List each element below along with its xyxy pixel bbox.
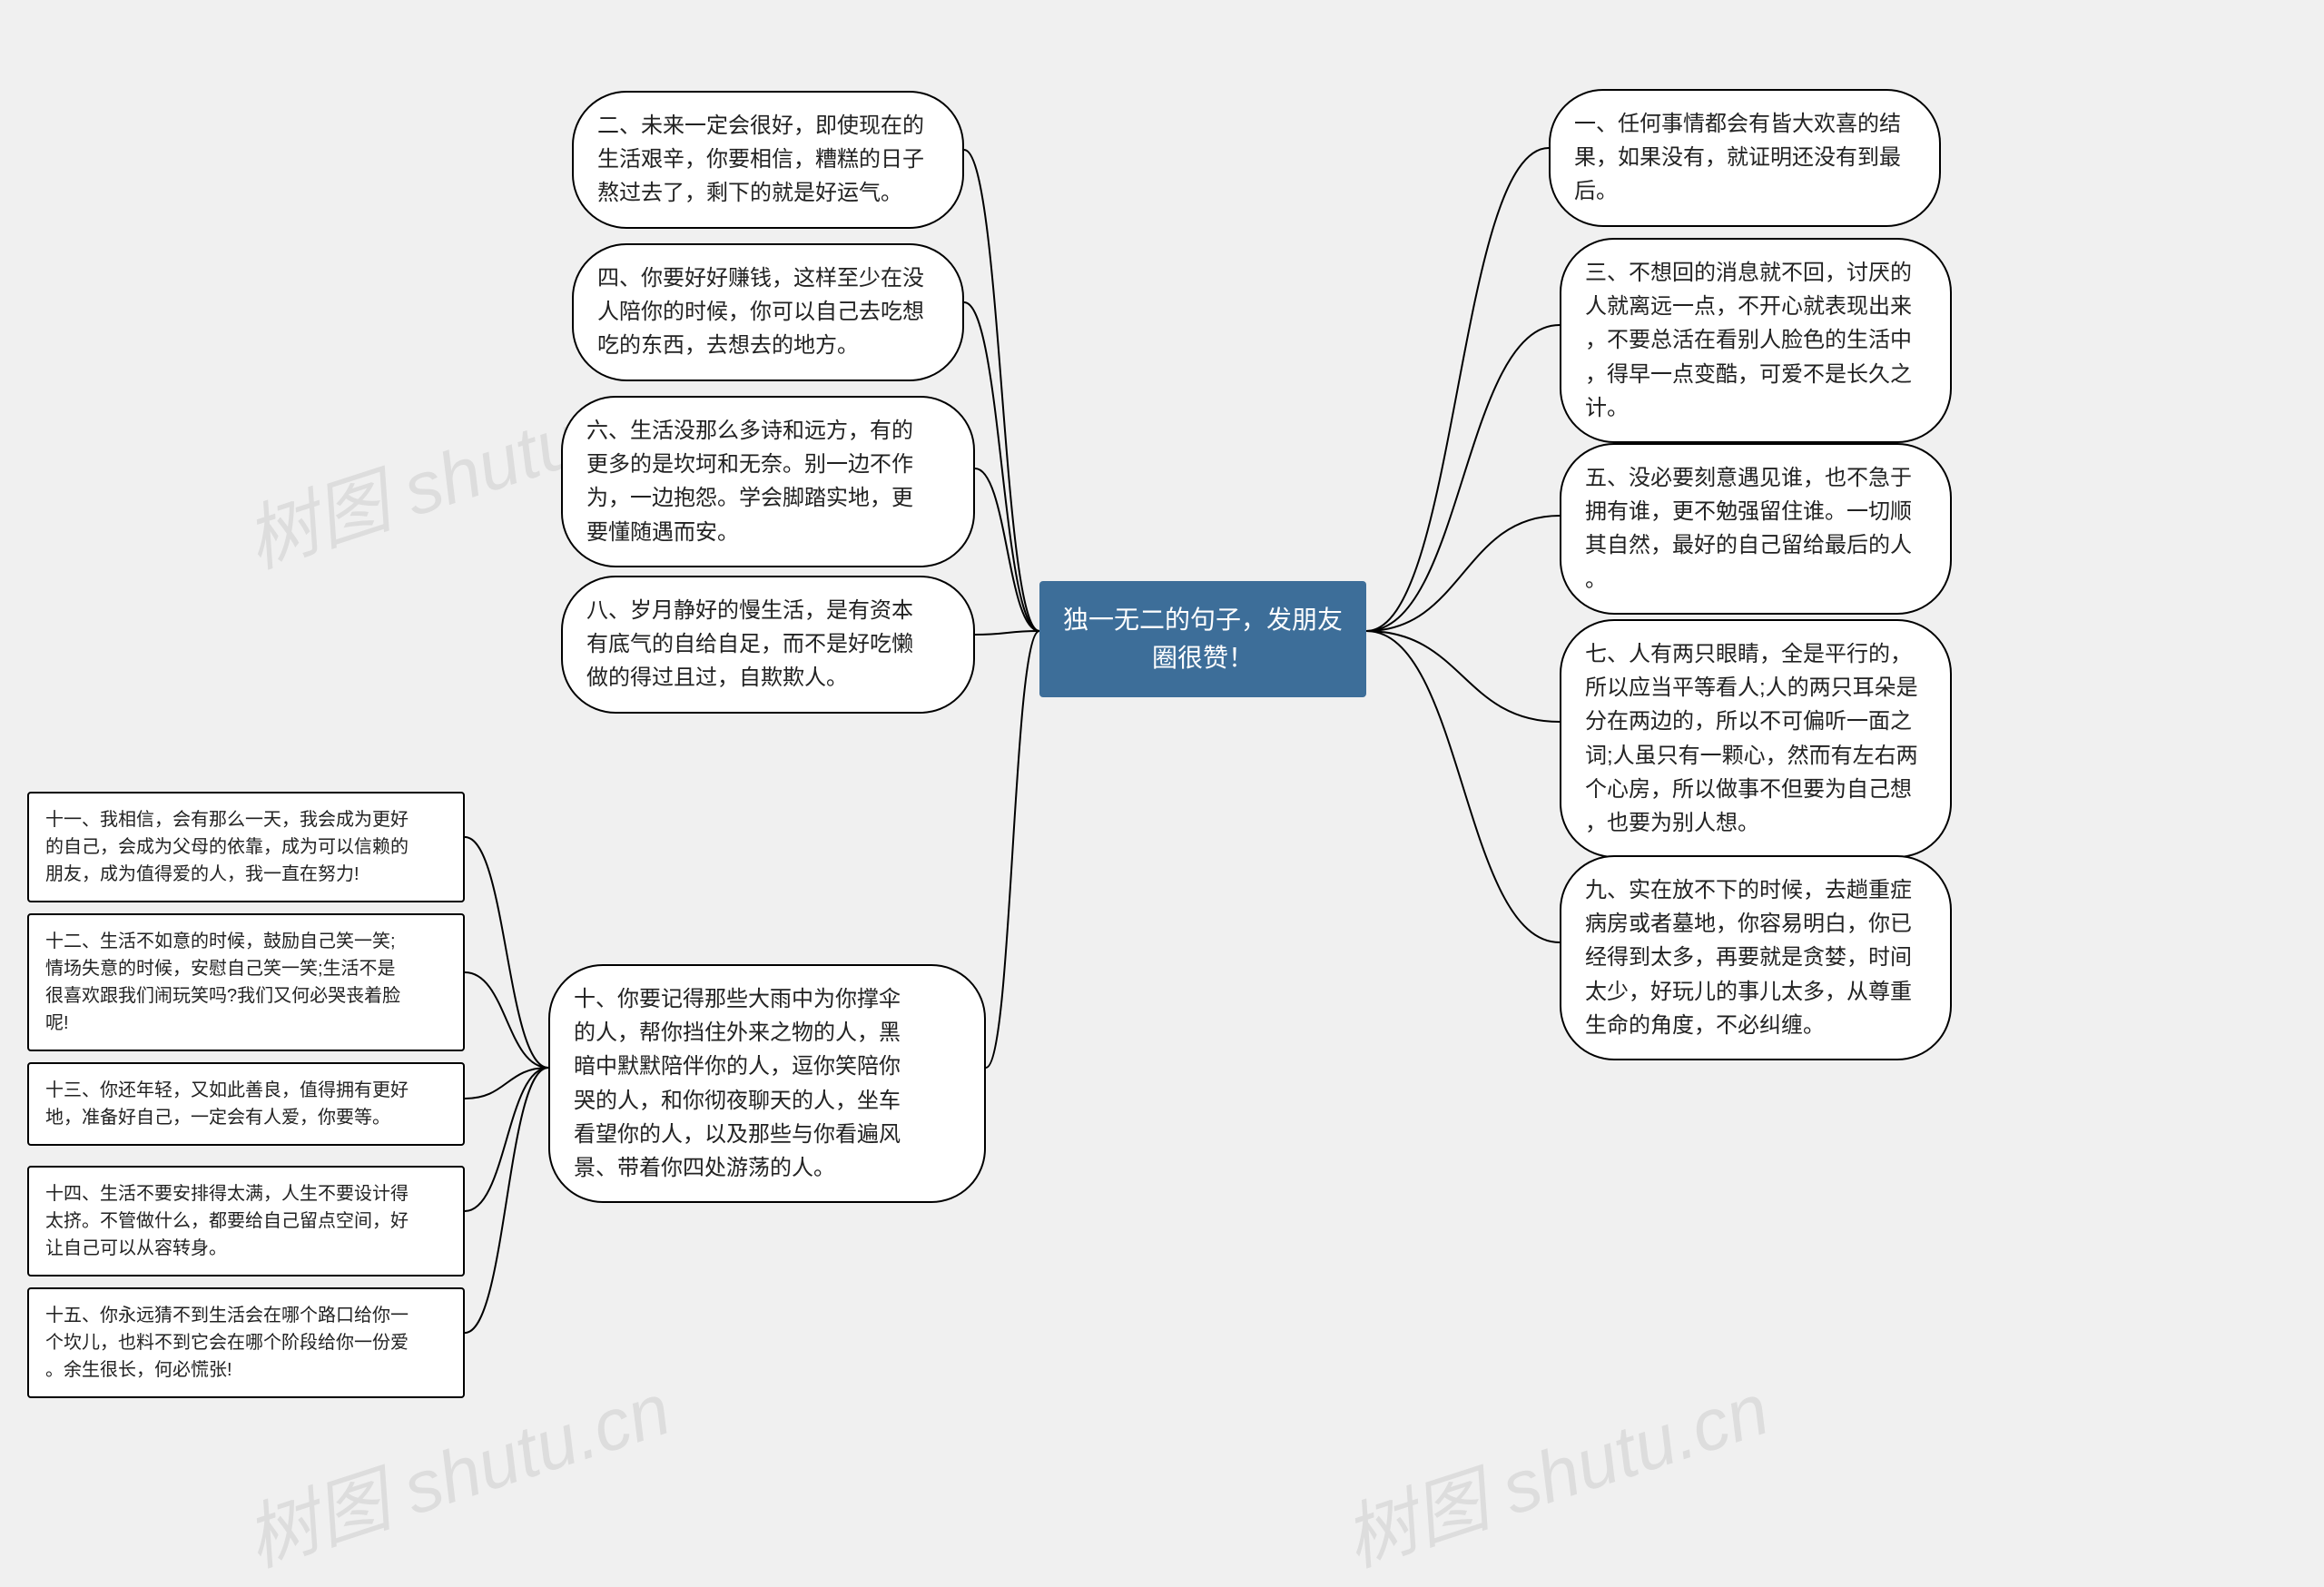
root-text: 独一无二的句子，发朋友圈很赞！ [1063, 606, 1343, 672]
mindmap-node-n13[interactable]: 十三、你还年轻，又如此善良，值得拥有更好地，准备好自己，一定会有人爱，你要等。 [27, 1062, 465, 1146]
mindmap-node-n11[interactable]: 十一、我相信，会有那么一天，我会成为更好的自己，会成为父母的依靠，成为可以信赖的… [27, 792, 465, 902]
mindmap-node-n7[interactable]: 七、人有两只眼睛，全是平行的，所以应当平等看人;人的两只耳朵是分在两边的，所以不… [1560, 619, 1952, 858]
node-text: 二、未来一定会很好，即使现在的生活艰辛，你要相信，糟糕的日子熬过去了，剩下的就是… [597, 113, 924, 205]
node-text: 十四、生活不要安排得太满，人生不要设计得太挤。不管做什么，都要给自己留点空间，好… [45, 1184, 409, 1258]
mindmap-node-n12[interactable]: 十二、生活不如意的时候，鼓励自己笑一笑;情场失意的时候，安慰自己笑一笑;生活不是… [27, 913, 465, 1051]
mindmap-node-n4[interactable]: 四、你要好好赚钱，这样至少在没人陪你的时候，你可以自己去吃想吃的东西，去想去的地… [572, 243, 964, 381]
mindmap-node-n3[interactable]: 三、不想回的消息就不回，讨厌的人就离远一点，不开心就表现出来，不要总活在看别人脸… [1560, 238, 1952, 443]
node-text: 五、没必要刻意遇见谁，也不急于拥有谁，更不勉强留住谁。一切顺其自然，最好的自己留… [1585, 466, 1912, 592]
node-text: 三、不想回的消息就不回，讨厌的人就离远一点，不开心就表现出来，不要总活在看别人脸… [1585, 261, 1912, 420]
node-text: 六、生活没那么多诗和远方，有的更多的是坎坷和无奈。别一边不作为，一边抱怨。学会脚… [586, 419, 913, 545]
mindmap-root[interactable]: 独一无二的句子，发朋友圈很赞！ [1039, 581, 1366, 697]
watermark: 树图 shutu.cn [1329, 1351, 1780, 1587]
mindmap-node-n14[interactable]: 十四、生活不要安排得太满，人生不要设计得太挤。不管做什么，都要给自己留点空间，好… [27, 1166, 465, 1276]
mindmap-node-n1[interactable]: 一、任何事情都会有皆大欢喜的结果，如果没有，就证明还没有到最后。 [1549, 89, 1941, 227]
mindmap-canvas: 树图 shutu.cnshutu.cn树图 shutu.cn树图 shutu.c… [0, 0, 2324, 1484]
node-text: 四、你要好好赚钱，这样至少在没人陪你的时候，你可以自己去吃想吃的东西，去想去的地… [597, 266, 924, 358]
node-text: 十三、你还年轻，又如此善良，值得拥有更好地，准备好自己，一定会有人爱，你要等。 [45, 1080, 409, 1128]
node-text: 十、你要记得那些大雨中为你撑伞的人，帮你挡住外来之物的人，黑暗中默默陪伴你的人，… [574, 987, 901, 1180]
mindmap-node-n5[interactable]: 五、没必要刻意遇见谁，也不急于拥有谁，更不勉强留住谁。一切顺其自然，最好的自己留… [1560, 443, 1952, 615]
mindmap-node-n9[interactable]: 九、实在放不下的时候，去趟重症病房或者墓地，你容易明白，你已经得到太多，再要就是… [1560, 855, 1952, 1060]
mindmap-node-n6[interactable]: 六、生活没那么多诗和远方，有的更多的是坎坷和无奈。别一边不作为，一边抱怨。学会脚… [561, 396, 975, 567]
node-text: 十五、你永远猜不到生活会在哪个路口给你一个坎儿，也料不到它会在哪个阶段给你一份爱… [45, 1306, 409, 1380]
mindmap-node-n2[interactable]: 二、未来一定会很好，即使现在的生活艰辛，你要相信，糟糕的日子熬过去了，剩下的就是… [572, 91, 964, 229]
mindmap-node-n8[interactable]: 八、岁月静好的慢生活，是有资本有底气的自给自足，而不是好吃懒做的得过且过，自欺欺… [561, 576, 975, 714]
node-text: 十二、生活不如意的时候，鼓励自己笑一笑;情场失意的时候，安慰自己笑一笑;生活不是… [45, 932, 400, 1033]
node-text: 一、任何事情都会有皆大欢喜的结果，如果没有，就证明还没有到最后。 [1574, 112, 1901, 203]
mindmap-node-n10[interactable]: 十、你要记得那些大雨中为你撑伞的人，帮你挡住外来之物的人，黑暗中默默陪伴你的人，… [548, 964, 986, 1203]
node-text: 九、实在放不下的时候，去趟重症病房或者墓地，你容易明白，你已经得到太多，再要就是… [1585, 878, 1912, 1038]
node-text: 八、岁月静好的慢生活，是有资本有底气的自给自足，而不是好吃懒做的得过且过，自欺欺… [586, 598, 913, 690]
node-text: 七、人有两只眼睛，全是平行的，所以应当平等看人;人的两只耳朵是分在两边的，所以不… [1585, 642, 1918, 835]
mindmap-node-n15[interactable]: 十五、你永远猜不到生活会在哪个路口给你一个坎儿，也料不到它会在哪个阶段给你一份爱… [27, 1287, 465, 1398]
node-text: 十一、我相信，会有那么一天，我会成为更好的自己，会成为父母的依靠，成为可以信赖的… [45, 810, 409, 884]
